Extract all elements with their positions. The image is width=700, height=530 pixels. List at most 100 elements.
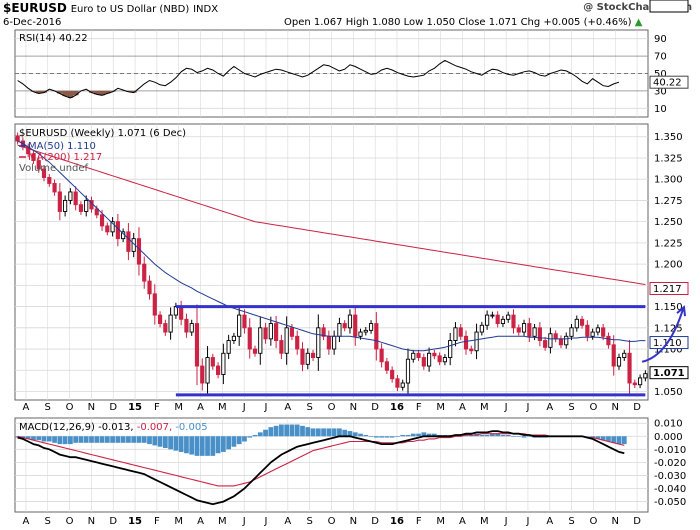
x-axis-label: J (242, 402, 246, 413)
price-candle-down (247, 327, 252, 350)
price-candle-down (421, 357, 426, 367)
price-candle-down (437, 355, 442, 363)
macd-histogram-bar (194, 436, 200, 456)
price-candle-up (305, 352, 310, 365)
macd-histogram-bar (279, 424, 284, 437)
x-axis-label: A (22, 402, 29, 413)
price-candle-down (384, 361, 389, 371)
price-candle-up (226, 340, 231, 354)
x-axis-label: S (568, 402, 574, 413)
price-candle-down (78, 204, 84, 212)
x-axis-label: O (589, 516, 597, 527)
rsi-current-label: 40.22 (653, 78, 682, 89)
price-candle-down (36, 160, 41, 170)
price-candle-up (448, 340, 453, 358)
price-candle-down (310, 352, 316, 358)
price-candle-down (516, 327, 521, 333)
rsi-oversold-fill (41, 90, 47, 93)
price-candle-down (632, 382, 637, 386)
price-candle-down (136, 238, 142, 265)
ma200-current-label: 1.217 (653, 284, 682, 295)
volume-legend: Volume undef (19, 163, 89, 174)
price-candle-down (611, 344, 616, 367)
price-candle-up (622, 352, 627, 358)
macd-histogram-bar (226, 436, 232, 450)
x-axis-label: M (174, 402, 183, 413)
x-axis-label: J (264, 402, 268, 413)
macd-histogram-bar (126, 436, 131, 443)
x-axis-label: 15 (128, 516, 142, 527)
macd-histogram-bar (368, 436, 374, 437)
ma200-line (17, 144, 646, 285)
macd-histogram-bar (400, 434, 406, 437)
macd-histogram-bar (57, 436, 63, 445)
price-tick-label: 1.225 (654, 238, 683, 249)
price-candle-down (47, 177, 52, 184)
macd-histogram-bar (83, 436, 89, 443)
price-candle-down (126, 231, 131, 252)
price-candle-up (485, 314, 490, 326)
price-candle-up (405, 358, 411, 384)
macd-histogram-bar (289, 424, 295, 437)
price-candle-up (400, 382, 405, 388)
price-tick-label: 1.300 (654, 175, 683, 186)
price-candle-up (490, 314, 495, 317)
x-axis-label: J (504, 402, 508, 413)
rsi-tick-label: 30 (654, 86, 667, 97)
macd-histogram-bar (505, 434, 511, 437)
price-tick-label: 1.325 (654, 153, 683, 164)
macd-histogram-bar (25, 436, 31, 439)
macd-histogram-bar (36, 436, 42, 441)
rsi-oversold-fill (67, 90, 74, 98)
macd-histogram-bar (595, 436, 601, 439)
price-candle-down (52, 182, 57, 193)
x-axis-label: N (612, 516, 619, 527)
price-candle-up (363, 329, 368, 333)
x-axis-label: A (459, 516, 466, 527)
price-candle-down (395, 378, 400, 388)
macd-histogram-bar (205, 436, 210, 456)
macd-histogram-bar (426, 433, 432, 437)
rsi-oversold-fill (62, 90, 69, 97)
macd-histogram-bar (15, 436, 21, 438)
price-candle-up (521, 323, 527, 333)
price-candle-down (579, 318, 585, 326)
price-candle-down (432, 352, 437, 357)
price-candle-down (374, 323, 379, 350)
price-candle-up (532, 327, 537, 337)
price-candle-down (527, 323, 532, 337)
macd-signal-line (17, 433, 625, 487)
price-candle-down (242, 314, 247, 329)
macd-histogram-bar (141, 436, 147, 443)
x-axis-label: S (45, 516, 51, 527)
macd-histogram-bar (136, 436, 142, 443)
macd-histogram-bar (600, 436, 606, 441)
rsi-oversold-fill (94, 90, 100, 95)
macd-histogram-bar (220, 436, 226, 452)
rsi-line (17, 59, 620, 99)
macd-histogram-bar (273, 425, 279, 437)
price-candle-down (458, 327, 463, 337)
x-axis-label: D (633, 402, 641, 413)
price-candle-up (189, 323, 194, 333)
macd-histogram-bar (31, 436, 36, 441)
macd-histogram-bar (263, 429, 268, 437)
macd-histogram-bar (468, 434, 474, 437)
macd-histogram-bar (173, 436, 179, 451)
price-candle-up (500, 318, 506, 325)
macd-histogram-bar (431, 433, 437, 437)
x-axis-label: A (197, 516, 204, 527)
macd-histogram-bar (78, 436, 84, 443)
macd-histogram-bar (479, 434, 485, 437)
macd-histogram-bar (490, 433, 495, 437)
macd-histogram-bar (294, 424, 300, 437)
price-candle-up (284, 327, 289, 354)
x-axis-label: N (88, 402, 95, 413)
x-axis-label: O (66, 402, 74, 413)
macd-histogram-bar (321, 428, 326, 437)
macd-histogram-bar (347, 431, 353, 437)
macd-histogram-bar (99, 436, 105, 443)
macd-histogram-bar (405, 434, 411, 437)
price-tick-label: 1.250 (654, 217, 683, 228)
macd-tick-label: -0.040 (654, 484, 686, 495)
